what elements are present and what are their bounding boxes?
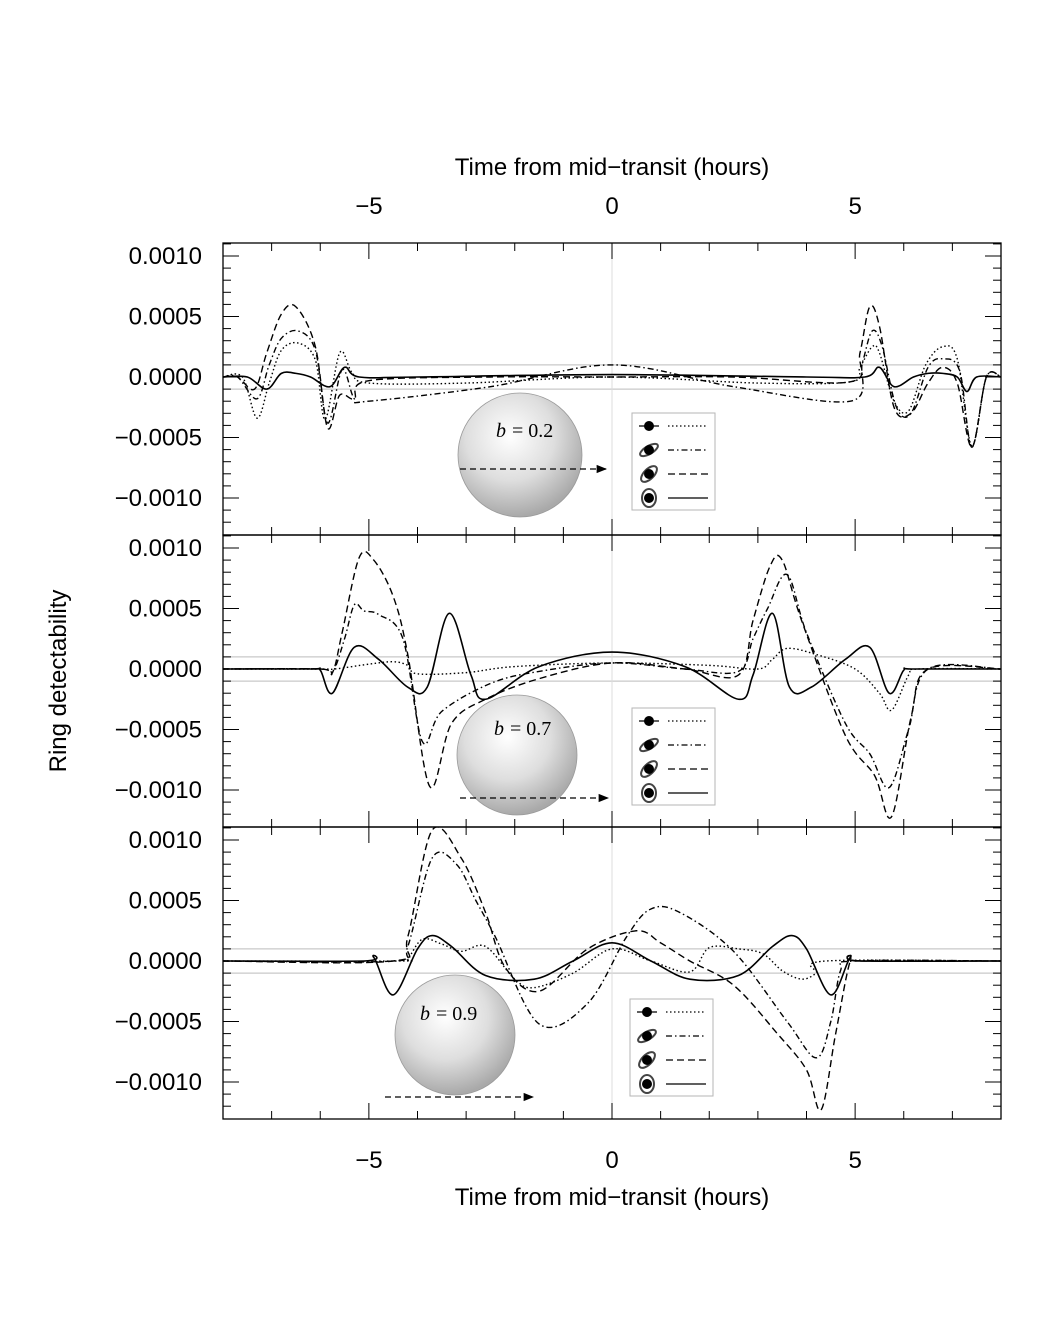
ring-ellipse [639, 1074, 655, 1094]
bottom-x-tick-label: 5 [848, 1147, 861, 1174]
impact-parameter-symbol: b [496, 420, 506, 442]
top-x-tick-label: 0 [605, 193, 618, 220]
y-tick-label: 0.0010 [129, 827, 202, 854]
bottom-x-tick-label: 0 [605, 1147, 618, 1174]
planet-dot [644, 764, 654, 774]
planet-dot [644, 788, 654, 798]
series-line-dash-dot [223, 573, 1001, 789]
planet-dot [644, 493, 654, 503]
series-group [223, 550, 1001, 819]
impact-parameter-label: b = 0.9 [420, 1003, 477, 1025]
impact-parameter-label: b = 0.7 [494, 718, 551, 740]
impact-parameter-symbol: b [494, 718, 504, 740]
planet-ring-tilted-icon [637, 1028, 657, 1044]
top-x-tick-label: −5 [355, 193, 382, 220]
legend [631, 707, 716, 806]
y-tick-label: −0.0010 [115, 777, 202, 804]
legend [629, 998, 714, 1097]
impact-parameter-value: = 0.7 [510, 718, 551, 740]
planet-ring-face-on-icon [639, 1074, 655, 1094]
panel-2: 0.0010 0.0005 0.0000 −0.0005 −0.0010 b = 0.7 [115, 534, 1002, 828]
panels-group: 0.0010 0.0005 0.0000 −0.0005 −0.0010 −5 0 5 b = 0… [115, 193, 1002, 1174]
planet-ring-inclined-icon [640, 465, 658, 483]
planet-ring-tilted-icon [639, 737, 659, 753]
planet-dot [644, 445, 654, 455]
y-tick-label: −0.0005 [115, 717, 202, 744]
star-disk-icon [394, 974, 516, 1096]
planet-ring-inclined-icon [640, 760, 658, 778]
top-x-tick-label: 5 [848, 193, 861, 220]
planet-dot [642, 1055, 652, 1065]
y-axis-label: Ring detectability [45, 590, 72, 773]
y-tick-label: −0.0005 [115, 425, 202, 452]
y-tick-label: 0.0000 [129, 364, 202, 391]
y-tick-label: 0.0010 [129, 243, 202, 270]
y-tick-label: −0.0005 [115, 1009, 202, 1036]
planet-dot [642, 1031, 652, 1041]
impact-parameter-value: = 0.2 [512, 420, 553, 442]
planet-dot [642, 1079, 652, 1089]
series-line-dashed [223, 303, 1001, 448]
y-tick-label: 0.0010 [129, 535, 202, 562]
planet-ring-tilted-icon [639, 442, 659, 458]
y-tick-label: −0.0010 [115, 1069, 202, 1096]
y-tick-label: 0.0000 [129, 656, 202, 683]
planet-ring-edge-on-icon [637, 1007, 657, 1017]
series-line-solid [223, 612, 1001, 701]
planet-dot [644, 469, 654, 479]
planet-ring-face-on-icon [641, 488, 657, 508]
impact-parameter-symbol: b [420, 1003, 430, 1025]
y-tick-label: 0.0005 [129, 596, 202, 623]
y-tick-label: −0.0010 [115, 485, 202, 512]
series-line-dash-dot [223, 851, 1001, 1059]
y-tick-label: 0.0005 [129, 888, 202, 915]
y-tick-label: 0.0000 [129, 948, 202, 975]
panel-1: 0.0010 0.0005 0.0000 −0.0005 −0.0010 −5 0 5 b = 0… [115, 193, 1002, 536]
planet-ring-edge-on-icon [639, 716, 659, 726]
star-disk-icon [457, 392, 583, 518]
ring-ellipse [641, 783, 657, 803]
series-line-dashed [223, 550, 1001, 819]
impact-parameter-label: b = 0.2 [496, 420, 553, 442]
series-group [223, 827, 1001, 1112]
series-line-dotted [223, 647, 1001, 712]
planet-dot [642, 1007, 652, 1017]
y-tick-label: 0.0005 [129, 304, 202, 331]
planet-ring-face-on-icon [641, 783, 657, 803]
planet-dot [644, 421, 654, 431]
panel-3: 0.0010 0.0005 0.0000 −0.0005 −0.0010 −5 0 5 b = 0… [115, 826, 1002, 1174]
legend [631, 412, 716, 511]
ring-ellipse [641, 488, 657, 508]
planet-dot [644, 740, 654, 750]
planet-ring-edge-on-icon [639, 421, 659, 431]
top-x-axis-label: Time from mid−transit (hours) [455, 154, 770, 181]
star-disk-icon [456, 694, 578, 816]
series-line-solid [223, 366, 1001, 393]
impact-parameter-value: = 0.9 [436, 1003, 477, 1025]
bottom-x-axis-label: Time from mid−transit (hours) [455, 1184, 770, 1211]
series-line-dashed [223, 827, 1001, 1112]
series-line-solid [223, 934, 1001, 996]
bottom-x-tick-label: −5 [355, 1147, 382, 1174]
planet-ring-inclined-icon [638, 1051, 656, 1069]
series-group [223, 303, 1001, 448]
planet-dot [644, 716, 654, 726]
